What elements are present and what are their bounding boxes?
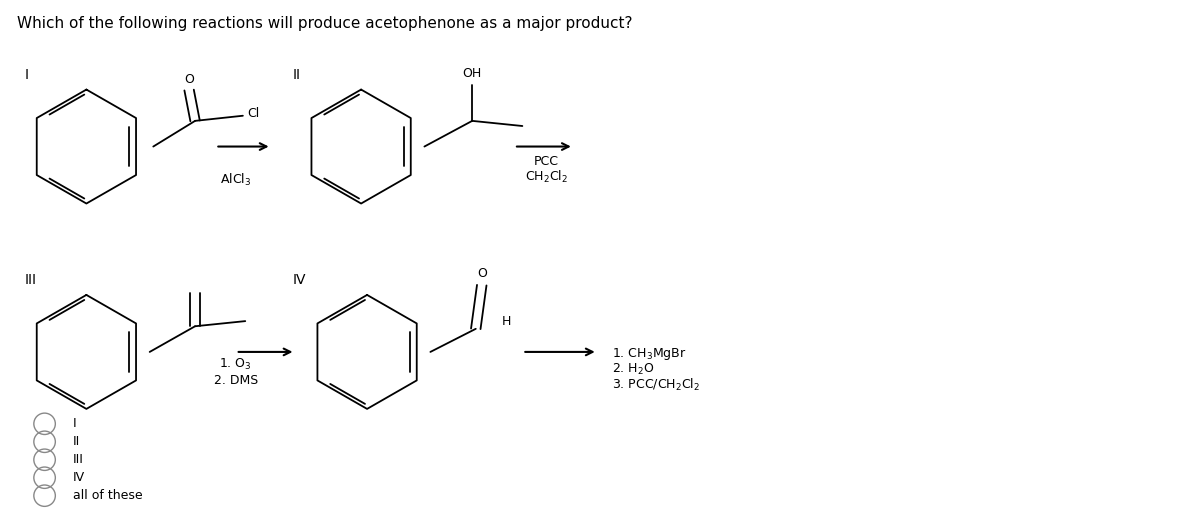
Text: I: I: [24, 67, 29, 81]
Text: II: II: [293, 67, 301, 81]
Text: CH$_2$Cl$_2$: CH$_2$Cl$_2$: [524, 169, 568, 185]
Text: Which of the following reactions will produce acetophenone as a major product?: Which of the following reactions will pr…: [17, 16, 632, 31]
Text: III: III: [73, 453, 84, 466]
Text: Cl: Cl: [247, 107, 260, 120]
Text: O: O: [476, 267, 487, 280]
Text: I: I: [73, 417, 77, 430]
Text: IV: IV: [73, 471, 85, 484]
Text: II: II: [73, 435, 80, 448]
Text: 2. DMS: 2. DMS: [214, 374, 258, 387]
Text: AlCl$_3$: AlCl$_3$: [220, 172, 251, 188]
Text: 3. PCC/CH$_2$Cl$_2$: 3. PCC/CH$_2$Cl$_2$: [612, 377, 700, 393]
Text: H: H: [502, 315, 511, 327]
Text: 1. O$_3$: 1. O$_3$: [220, 357, 252, 372]
Text: 2. H$_2$O: 2. H$_2$O: [612, 362, 654, 377]
Text: O: O: [184, 73, 194, 86]
Text: IV: IV: [293, 273, 306, 287]
Text: III: III: [24, 273, 36, 287]
Text: PCC: PCC: [534, 156, 559, 169]
Text: all of these: all of these: [73, 489, 143, 502]
Text: 1. CH$_3$MgBr: 1. CH$_3$MgBr: [612, 347, 686, 362]
Text: OH: OH: [462, 67, 482, 80]
